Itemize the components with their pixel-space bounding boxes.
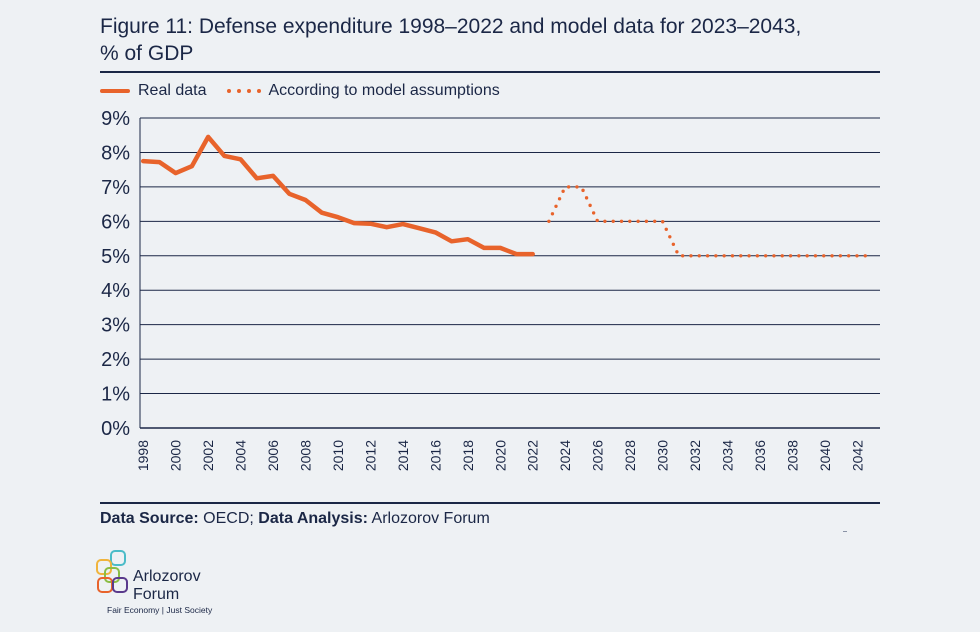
y-tick-label: 3% <box>101 315 130 337</box>
y-tick-label: 0% <box>101 418 130 440</box>
data-analysis-value: Arlozorov Forum <box>371 510 490 527</box>
x-tick-label: 2002 <box>200 440 216 471</box>
x-tick-label: 1998 <box>135 440 151 471</box>
line-chart: 0% 1% 2% 3% 4% 5% 6% 7% 8% 9% 1998 2000 2002 2004 2006… <box>101 108 880 471</box>
x-tick-label: 2028 <box>622 440 638 471</box>
x-tick-label: 2010 <box>330 440 346 471</box>
y-tick-label: 7% <box>101 177 130 199</box>
legend-model-label: According to model assumptions <box>268 82 500 99</box>
source-line: Data Source: OECD; Data Analysis: Arlozo… <box>100 510 490 528</box>
x-tick-label: 2026 <box>590 440 606 471</box>
y-tick-label: 9% <box>101 108 130 130</box>
x-tick-label: 2016 <box>427 440 443 471</box>
top-rule <box>100 71 880 73</box>
x-tick-label: 2038 <box>784 440 800 471</box>
x-tick-label: 2000 <box>168 440 184 471</box>
x-tick-label: 2022 <box>525 440 541 471</box>
x-tick-label: 2032 <box>687 440 703 471</box>
figure-title-line-2: % of GDP <box>100 42 194 65</box>
data-source-label: Data Source: <box>100 510 199 527</box>
data-analysis-label: Data Analysis: <box>258 510 368 527</box>
x-tick-label: 2030 <box>655 440 671 471</box>
logo-name: Arlozorov Forum <box>133 568 201 604</box>
x-tick-label: 2004 <box>233 440 249 471</box>
x-tick-label: 2006 <box>265 440 281 471</box>
y-tick-label: 4% <box>101 280 130 302</box>
chart-legend: Real data According to model assumptions <box>100 80 500 102</box>
y-tick-label: 2% <box>101 349 130 371</box>
logo-name-line-2: Forum <box>133 586 180 603</box>
arlozorov-logo-icon <box>96 550 128 593</box>
figure-title-line-1: Figure 11: Defense expenditure 1998–2022… <box>100 15 802 38</box>
x-tick-label: 2020 <box>492 440 508 471</box>
x-tick-label: 2036 <box>752 440 768 471</box>
legend-dotted-swatch <box>226 89 261 93</box>
y-tick-label: 1% <box>101 384 130 406</box>
x-tick-label: 2042 <box>849 440 865 471</box>
logo-tagline: Fair Economy | Just Society <box>107 605 213 615</box>
legend-real-label: Real data <box>138 82 207 99</box>
logo-name-line-1: Arlozorov <box>133 568 201 585</box>
series-line-real <box>140 134 535 257</box>
y-tick-label: 6% <box>101 211 130 233</box>
x-tick-label: 2012 <box>362 440 378 471</box>
data-source-value: OECD; <box>203 510 254 527</box>
x-tick-label: 2024 <box>557 440 573 471</box>
y-tick-label: 8% <box>101 142 130 164</box>
x-tick-label: 2040 <box>817 440 833 471</box>
bottom-rule <box>100 502 880 504</box>
x-tick-label: 2008 <box>298 440 314 471</box>
x-tick-label: 2014 <box>395 440 411 471</box>
y-tick-label: 5% <box>101 246 130 268</box>
x-tick-label: 2018 <box>460 440 476 471</box>
x-tick-label: 2034 <box>719 440 735 471</box>
legend-solid-swatch <box>100 89 130 93</box>
figure-title: Figure 11: Defense expenditure 1998–2022… <box>100 13 880 67</box>
tiny-mark <box>843 531 847 532</box>
